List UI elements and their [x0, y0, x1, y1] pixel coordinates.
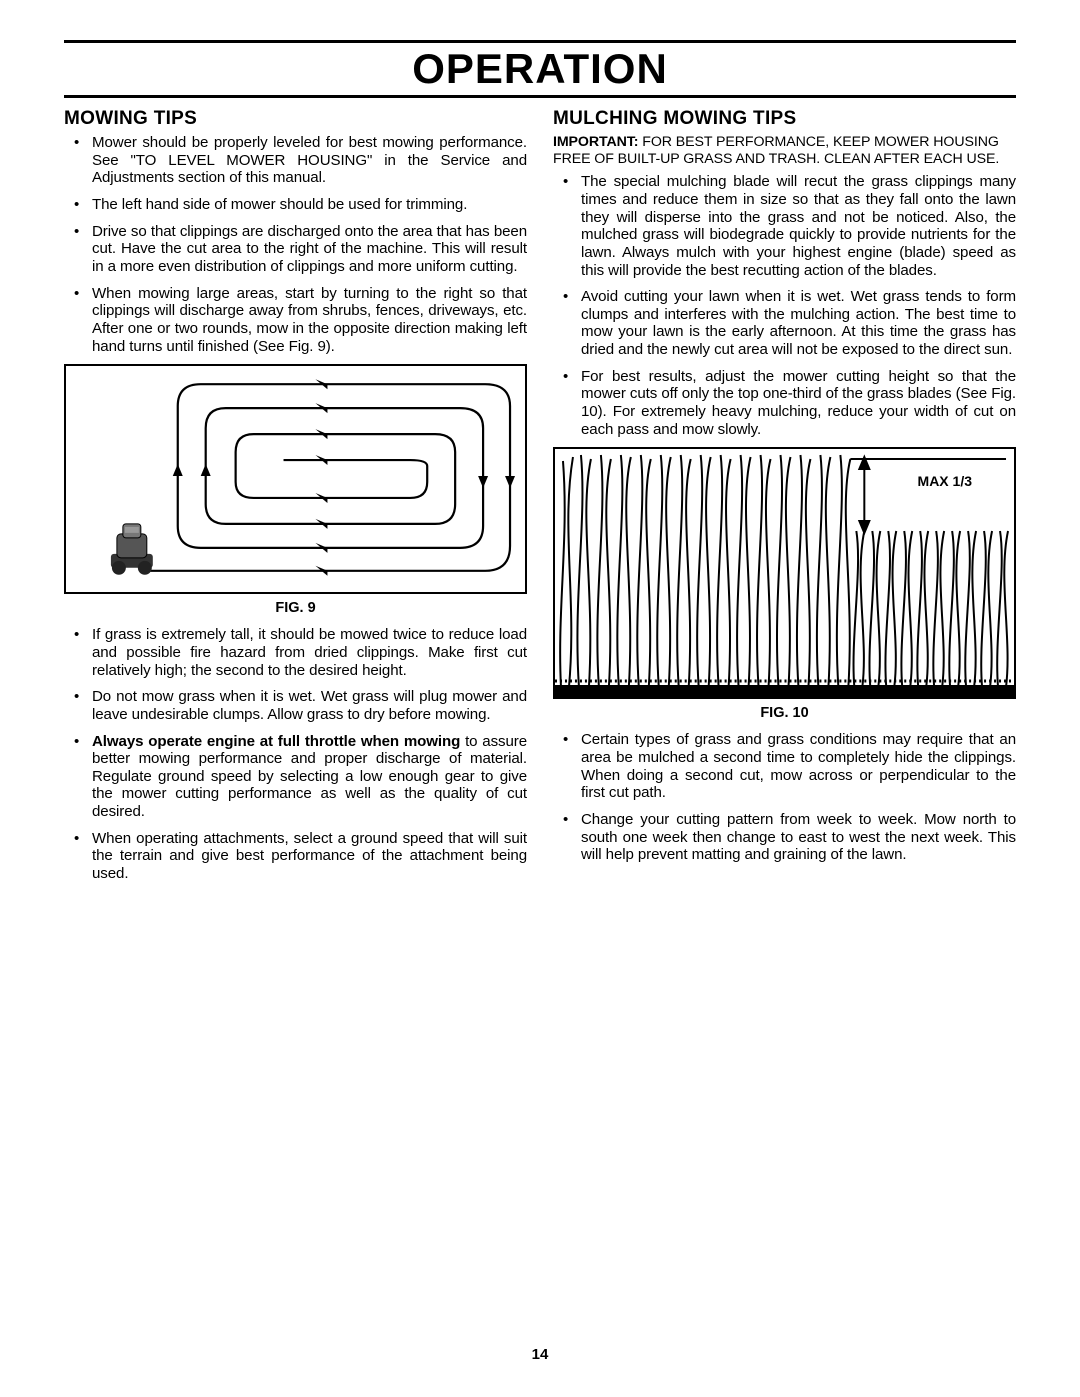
figure-10-caption: FIG. 10 [553, 705, 1016, 721]
list-item: Avoid cutting your lawn when it is wet. … [553, 288, 1016, 359]
list-item: When mowing large areas, start by turnin… [64, 285, 527, 356]
mulching-tips-heading: MULCHING MOWING TIPS [553, 108, 1016, 130]
top-rule [64, 40, 1016, 43]
right-column: MULCHING MOWING TIPS IMPORTANT: FOR BEST… [553, 104, 1016, 892]
page-title: OPERATION [64, 45, 1016, 93]
list-item: Always operate engine at full throttle w… [64, 733, 527, 821]
bold-lead: Always operate engine at full throttle w… [92, 733, 460, 750]
mowing-tips-list-b: If grass is extremely tall, it should be… [64, 626, 527, 883]
list-item: Mower should be properly leveled for bes… [64, 134, 527, 187]
list-item: When operating attachments, select a gro… [64, 830, 527, 883]
mulching-tips-list-a: The special mulching blade will recut th… [553, 173, 1016, 438]
figure-9-illustration [64, 364, 527, 594]
list-item: Certain types of grass and grass conditi… [553, 731, 1016, 802]
list-item: Drive so that clippings are discharged o… [64, 223, 527, 276]
mowing-tips-heading: MOWING TIPS [64, 108, 527, 130]
list-item: Change your cutting pattern from week to… [553, 811, 1016, 864]
important-label: IMPORTANT: [553, 134, 638, 150]
list-item: The special mulching blade will recut th… [553, 173, 1016, 279]
list-item: For best results, adjust the mower cutti… [553, 368, 1016, 439]
mowing-tips-list-a: Mower should be properly leveled for bes… [64, 134, 527, 355]
two-column-layout: MOWING TIPS Mower should be properly lev… [64, 104, 1016, 892]
list-item: If grass is extremely tall, it should be… [64, 626, 527, 679]
mowing-path-diagram [66, 366, 525, 592]
figure-10-illustration: MAX 1/3 [553, 447, 1016, 699]
left-column: MOWING TIPS Mower should be properly lev… [64, 104, 527, 892]
bottom-rule [64, 95, 1016, 98]
important-note: IMPORTANT: FOR BEST PERFORMANCE, KEEP MO… [553, 134, 1016, 167]
figure-9-caption: FIG. 9 [64, 600, 527, 616]
max-one-third-label: MAX 1/3 [916, 473, 974, 489]
list-item: The left hand side of mower should be us… [64, 196, 527, 214]
page-number: 14 [0, 1346, 1080, 1363]
mulching-tips-list-b: Certain types of grass and grass conditi… [553, 731, 1016, 864]
list-item: Do not mow grass when it is wet. Wet gra… [64, 688, 527, 723]
